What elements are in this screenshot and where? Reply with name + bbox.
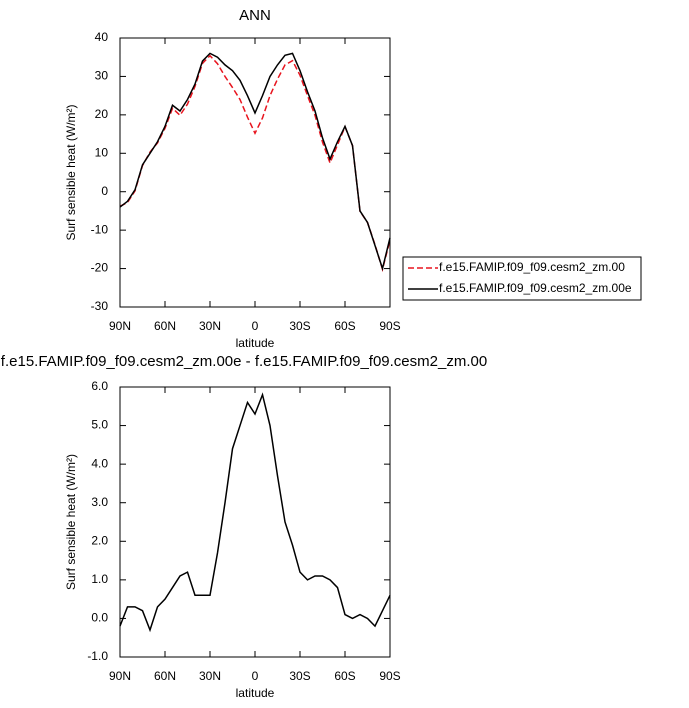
y-tick-label: 3.0 bbox=[91, 495, 108, 509]
y-tick-label: -1.0 bbox=[87, 649, 108, 663]
chart-title: f.e15.FAMIP.f09_f09.cesm2_zm.00e - f.e15… bbox=[1, 353, 487, 370]
x-tick-label: 90N bbox=[109, 669, 131, 683]
y-tick-label: 30 bbox=[95, 69, 109, 83]
y-tick-label: 20 bbox=[95, 107, 109, 121]
y-tick-label: 0 bbox=[101, 184, 108, 198]
y-tick-label: -30 bbox=[91, 299, 109, 313]
y-tick-label: 1.0 bbox=[91, 572, 108, 586]
x-axis-label: latitude bbox=[236, 686, 275, 700]
y-axis-label: Surf sensible heat (W/m²) bbox=[64, 104, 78, 240]
y-tick-label: 6.0 bbox=[91, 379, 108, 393]
x-axis-label: latitude bbox=[236, 336, 275, 350]
plot-frame bbox=[119, 37, 391, 308]
y-tick-label: 5.0 bbox=[91, 418, 108, 432]
y-tick-label: -20 bbox=[91, 261, 109, 275]
data-line bbox=[119, 54, 391, 273]
x-tick-label: 30S bbox=[289, 669, 310, 683]
x-tick-label: 30N bbox=[199, 319, 221, 333]
y-axis-label: Surf sensible heat (W/m²) bbox=[64, 454, 78, 590]
y-tick-label: 2.0 bbox=[91, 533, 108, 547]
legend-box bbox=[402, 256, 642, 301]
x-tick-label: 30N bbox=[199, 669, 221, 683]
x-tick-label: 90S bbox=[379, 669, 400, 683]
x-tick-label: 0 bbox=[252, 319, 259, 333]
data-line bbox=[119, 392, 391, 633]
x-tick-label: 60N bbox=[154, 669, 176, 683]
data-line bbox=[119, 52, 391, 272]
x-tick-label: 60S bbox=[334, 669, 355, 683]
y-tick-label: 0.0 bbox=[91, 611, 108, 625]
plot-frame bbox=[119, 386, 391, 658]
y-tick-label: 4.0 bbox=[91, 456, 108, 470]
x-tick-label: 90S bbox=[379, 319, 400, 333]
legend-label: f.e15.FAMIP.f09_f09.cesm2_zm.00 bbox=[439, 260, 625, 274]
x-tick-label: 30S bbox=[289, 319, 310, 333]
x-tick-label: 90N bbox=[109, 319, 131, 333]
y-tick-label: -10 bbox=[91, 222, 109, 236]
x-tick-label: 60S bbox=[334, 319, 355, 333]
chart-title: ANN bbox=[239, 7, 271, 24]
x-tick-label: 60N bbox=[154, 319, 176, 333]
y-tick-label: 10 bbox=[95, 145, 109, 159]
legend-label: f.e15.FAMIP.f09_f09.cesm2_zm.00e bbox=[439, 281, 632, 295]
x-tick-label: 0 bbox=[252, 669, 259, 683]
y-tick-label: 40 bbox=[95, 30, 109, 44]
